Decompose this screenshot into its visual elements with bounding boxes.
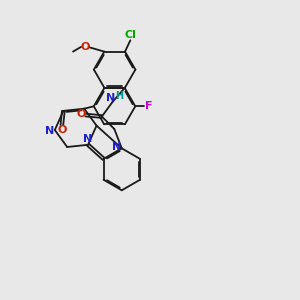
Text: N: N <box>83 134 93 145</box>
Text: N: N <box>112 142 121 152</box>
Text: H: H <box>115 91 123 101</box>
Text: N: N <box>106 93 116 103</box>
Text: N: N <box>45 126 54 136</box>
Text: F: F <box>145 101 152 111</box>
Text: O: O <box>57 125 67 136</box>
Text: Cl: Cl <box>124 30 136 40</box>
Text: O: O <box>76 110 86 119</box>
Text: O: O <box>80 42 90 52</box>
